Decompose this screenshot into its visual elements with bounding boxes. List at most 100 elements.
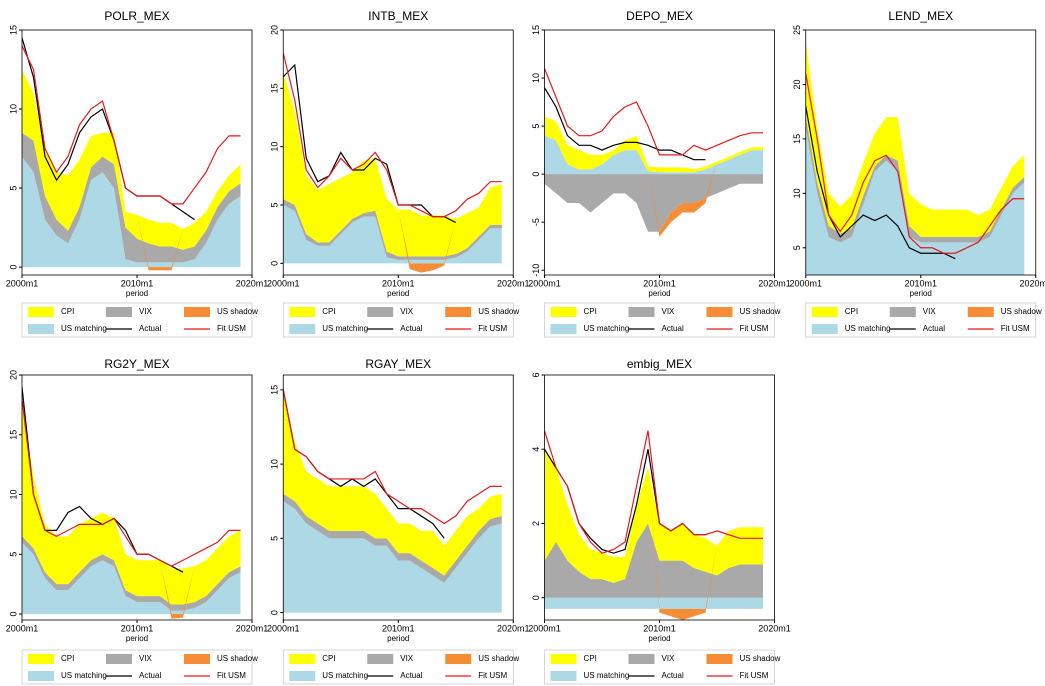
- x-tick-label: 2010m1: [643, 278, 676, 288]
- y-tick-label: 4: [531, 447, 541, 452]
- legend-label: Actual: [400, 671, 422, 680]
- legend-swatch: [106, 307, 132, 317]
- line: [805, 73, 1025, 254]
- panel: DEPO_MEX -10 -5 0 5 10 15 2000m1 2010m1 2020m1 per…: [528, 9, 791, 338]
- x-axis-label: period: [126, 634, 148, 643]
- x-tick-label: 2010m1: [121, 278, 154, 288]
- area: [805, 117, 1025, 243]
- x-tick-label: 2020m1: [1019, 278, 1045, 288]
- legend-swatch: [628, 307, 655, 317]
- line: [283, 63, 457, 224]
- y-tick-label: 15: [270, 385, 280, 395]
- legend-swatch: [289, 307, 316, 317]
- y-tick-label: 15: [531, 25, 541, 35]
- legend-swatch: [28, 324, 54, 334]
- area: [544, 135, 763, 175]
- legend-swatch: [106, 654, 132, 664]
- line: [283, 53, 502, 218]
- chart-title: DEPO_MEX: [626, 9, 693, 23]
- legend-swatch: [967, 307, 994, 317]
- legend-swatch: [706, 654, 733, 664]
- area: [22, 404, 241, 605]
- legend-box: [544, 302, 775, 338]
- legend-swatch: [28, 671, 54, 681]
- legend-label: CPI: [322, 307, 335, 316]
- y-tick-label: 15: [8, 430, 18, 440]
- y-tick-label: 5: [792, 245, 802, 250]
- y-tick-label: 25: [792, 25, 802, 35]
- legend-label: Actual: [400, 324, 422, 333]
- y-tick-label: 0: [270, 610, 280, 615]
- legend-box: [21, 302, 253, 338]
- legend-label: Fit USM: [740, 671, 769, 680]
- area: [22, 542, 241, 615]
- y-tick-label: 10: [792, 188, 802, 198]
- legend-label: Fit USM: [217, 324, 246, 333]
- legend-swatch: [367, 307, 394, 317]
- legend-box: [21, 649, 253, 685]
- y-tick-label: 5: [8, 186, 18, 191]
- x-tick-label: 2000m1: [528, 623, 561, 633]
- plot: [544, 430, 763, 620]
- legend-label: US matching: [584, 324, 630, 333]
- line: [544, 87, 706, 161]
- plot: [544, 68, 763, 237]
- plot: [805, 40, 1025, 275]
- legend-label: CPI: [845, 307, 858, 316]
- panel: POLR_MEX 0 5 10 15 2000m1 2010m1 2020m1 period CP…: [6, 9, 268, 338]
- legend-label: VIX: [400, 307, 414, 316]
- x-tick-label: 2000m1: [267, 278, 300, 288]
- line: [283, 389, 502, 525]
- chart-title: INTB_MEX: [368, 9, 428, 23]
- x-tick-label: 2000m1: [528, 278, 561, 288]
- legend-swatch: [289, 671, 316, 681]
- legend-box: [282, 302, 514, 338]
- plot: [22, 386, 241, 619]
- legend-label: CPI: [322, 654, 335, 663]
- legend-label: US shadow: [740, 654, 781, 663]
- y-tick-label: 5: [270, 536, 280, 541]
- area: [22, 69, 241, 250]
- x-tick-label: 2020m1: [497, 278, 530, 288]
- x-axis-label: period: [126, 289, 148, 298]
- y-tick-label: 15: [8, 25, 18, 35]
- x-tick-label: 2020m1: [236, 623, 269, 633]
- x-tick-label: 2010m1: [121, 623, 154, 633]
- legend-label: Fit USM: [740, 324, 769, 333]
- plot: [283, 53, 502, 273]
- y-tick-label: 10: [8, 104, 18, 114]
- x-tick-label: 2000m1: [6, 623, 39, 633]
- legend-swatch: [550, 324, 577, 334]
- area: [544, 597, 763, 609]
- legend-swatch: [289, 654, 316, 664]
- legend-swatch: [628, 654, 655, 664]
- legend-swatch: [367, 654, 394, 664]
- legend-label: US matching: [322, 324, 368, 333]
- area: [283, 389, 502, 576]
- y-tick-label: 20: [792, 79, 802, 89]
- y-tick-label: 5: [531, 124, 541, 129]
- plot: [283, 389, 502, 613]
- y-tick-label: 0: [8, 265, 18, 270]
- area: [283, 501, 502, 613]
- panel: embig_MEX 0 2 4 6 2000m1 2010m1 2020m1 period CPI…: [528, 357, 791, 685]
- x-tick-label: 2020m1: [497, 623, 530, 633]
- area: [544, 174, 763, 232]
- x-tick-label: 2010m1: [643, 623, 676, 633]
- line: [22, 398, 241, 567]
- y-tick-label: 0: [531, 172, 541, 177]
- legend-label: VIX: [400, 654, 414, 663]
- y-tick-label: -10: [531, 264, 541, 277]
- legend-swatch: [28, 654, 54, 664]
- x-tick-label: 2020m1: [758, 623, 791, 633]
- legend-label: CPI: [584, 654, 597, 663]
- legend-label: Actual: [139, 671, 161, 680]
- y-tick-label: 6: [531, 372, 541, 377]
- area: [22, 156, 241, 268]
- panel: INTB_MEX 0 5 10 15 20 2000m1 2010m1 2020m1 period…: [267, 9, 530, 338]
- legend-label: Fit USM: [478, 671, 507, 680]
- legend-label: Fit USM: [1001, 324, 1030, 333]
- legend-label: US shadow: [478, 654, 519, 663]
- x-tick-label: 2010m1: [382, 623, 415, 633]
